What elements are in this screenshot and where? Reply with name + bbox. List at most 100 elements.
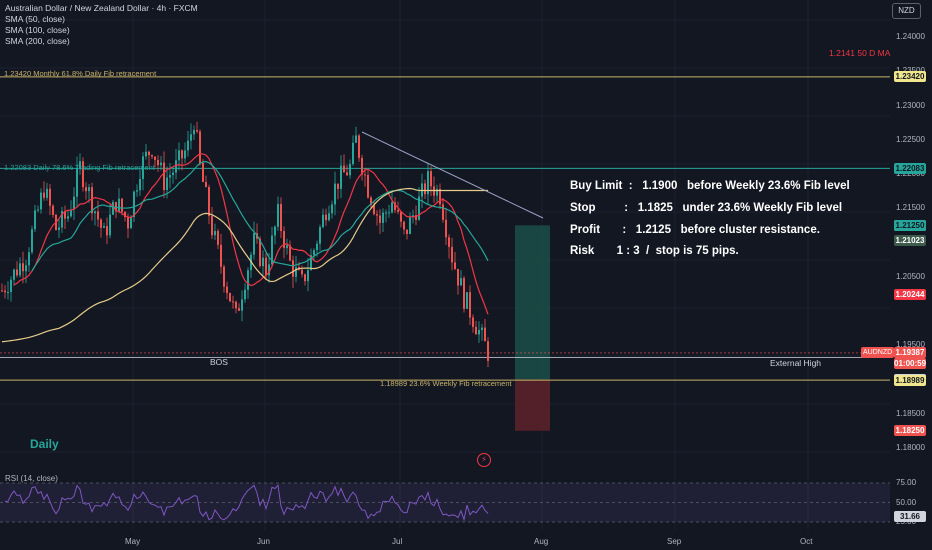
currency-button[interactable]: NZD [892,3,921,19]
rsi-tick: 75.00 [896,478,917,487]
candle-body [397,210,399,212]
time-tick: Oct [800,537,813,546]
candle-body [46,188,48,198]
candle-body [253,233,255,255]
candle-body [340,165,342,189]
candle-body [19,263,21,276]
candle-body [196,130,198,132]
candle-body [208,186,210,217]
candle-body [127,217,129,229]
candle-body [61,211,63,228]
candle-body [220,244,222,267]
candle-body [313,250,315,256]
candle-body [349,164,351,176]
candle-body [52,205,54,215]
external-high-label: External High [770,358,822,368]
candle-body [238,308,240,311]
candle-body [466,292,468,309]
candle-body [7,291,9,293]
candle-body [487,341,489,361]
price-tick: 1.21500 [896,203,925,213]
candle-body [280,204,282,232]
candle-body [334,183,336,205]
candle-body [307,270,309,282]
candle-body [424,183,426,195]
candle-body [439,188,441,205]
candle-body [31,229,33,253]
sma100-line [31,161,489,272]
price-tick: 1.23000 [896,100,925,110]
candle-body [370,197,372,205]
candle-body [121,198,123,212]
candle-body [73,196,75,210]
candle-body [64,211,66,219]
candle-body [373,204,375,215]
candle-body [154,156,156,160]
rsi-tick: 50.00 [896,497,917,507]
candle-body [388,212,390,214]
candle-body [451,246,453,263]
candle-body [457,268,459,286]
candle-body [229,292,231,302]
price-tag: 1.21250 [894,219,926,231]
indicator-sma200[interactable]: SMA (200, close) [5,36,70,46]
candle-body [436,188,438,196]
plan-stop: Stop : 1.1825 under 23.6% Weekly Fib lev… [570,202,843,214]
candle-body [418,196,420,220]
candle-body [43,192,45,198]
candle-body [367,174,369,198]
candle-body [49,188,51,206]
candle-body [271,235,273,265]
candle-body [211,216,213,236]
candle-body [187,140,189,151]
candle-body [157,159,159,166]
candle-body [316,243,318,251]
candle-body [226,286,228,293]
candle-body [469,292,471,318]
candle-body [427,171,429,195]
plan-buy-limit: Buy Limit : 1.1900 before Weekly 23.6% F… [570,180,850,192]
time-tick: Jun [257,537,270,546]
lightning-icon[interactable]: ⚡ [477,453,491,467]
candle-body [28,252,30,266]
candle-body [325,214,327,221]
candle-body [415,215,417,220]
candle-body [193,130,195,135]
candle-body [40,192,42,210]
candle-body [442,204,444,220]
price-tick: 1.20500 [896,271,925,281]
candle-body [472,317,474,327]
candle-body [70,209,72,217]
candle-body [484,327,486,342]
weekly-fib-label: 1.18989 23.6% Weekly Fib retracement [380,379,512,388]
candle-body [217,231,219,245]
candle-body [481,327,483,330]
candle-body [58,227,60,230]
candle-body [262,257,264,267]
price-tick: 1.18000 [896,442,925,452]
candle-body [361,157,363,175]
price-tick: 1.18500 [896,408,925,418]
indicator-sma50[interactable]: SMA (50, close) [5,14,65,24]
candle-body [10,279,12,292]
candle-body [103,226,105,228]
candle-body [235,301,237,309]
candle-body [406,229,408,234]
take-profit-zone [515,225,550,380]
candle-body [301,269,303,275]
rsi-label[interactable]: RSI (14, close) [5,474,58,483]
indicator-sma100[interactable]: SMA (100, close) [5,25,70,35]
candle-body [181,150,183,159]
candle-body [430,171,432,187]
candle-body [205,181,207,187]
candle-body [286,245,288,249]
candle-body [463,278,465,309]
candle-body [34,210,36,230]
candle-body [478,329,480,335]
candle-body [265,257,267,276]
candle-body [232,301,234,303]
candle-body [124,211,126,218]
candle-body [82,161,84,188]
